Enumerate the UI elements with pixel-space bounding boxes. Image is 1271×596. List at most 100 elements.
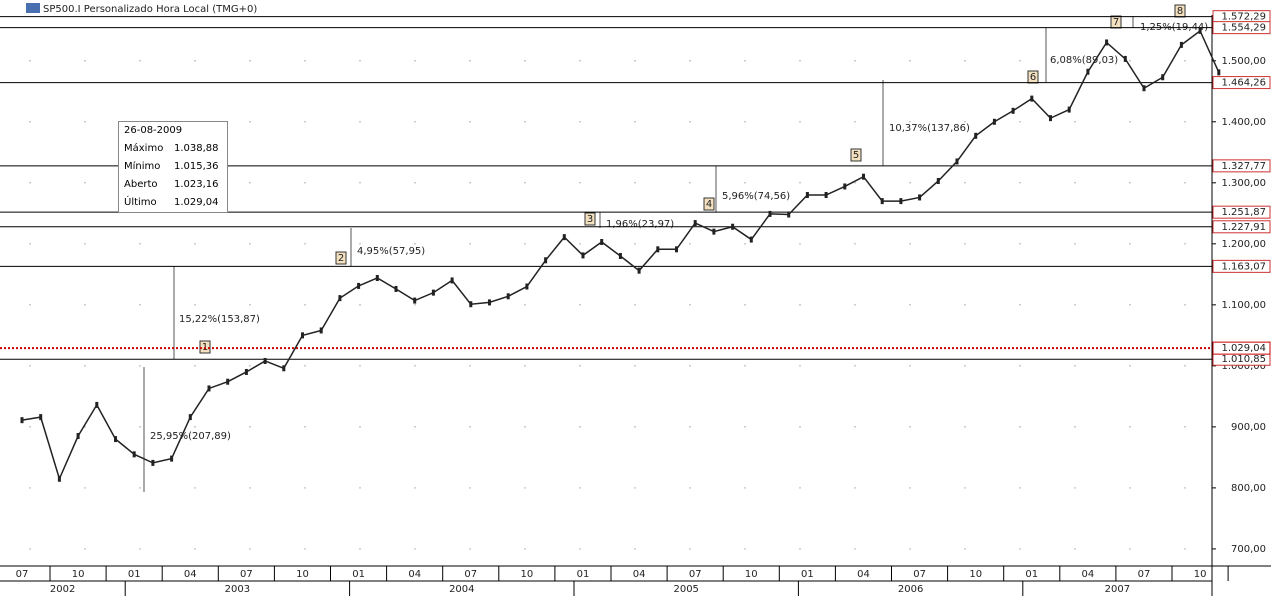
- grid-dot: [1184, 121, 1186, 123]
- chart-title[interactable]: SP500.I Personalizado Hora Local (TMG+0): [43, 4, 257, 15]
- current-label: 1.029,04: [1221, 343, 1266, 354]
- grid-dot: [1129, 487, 1131, 489]
- grid-dot: [139, 243, 141, 245]
- x-tick-label: 10: [521, 569, 534, 580]
- price-bar: [1161, 74, 1165, 81]
- grid-dot: [84, 60, 86, 62]
- price-bar: [282, 365, 286, 372]
- marker-box: [584, 212, 596, 226]
- grid-dot: [579, 365, 581, 367]
- grid-dot: [854, 365, 856, 367]
- price-bar: [263, 357, 267, 364]
- year-label: 2005: [673, 584, 698, 595]
- grid-dot: [744, 365, 746, 367]
- price-bar: [188, 414, 192, 421]
- info-cell: Mínimo: [124, 161, 161, 172]
- x-tick-label: 04: [633, 569, 646, 580]
- price-bar: [525, 283, 529, 290]
- grid-dot: [469, 243, 471, 245]
- price-bar: [712, 228, 716, 235]
- x-tick-label: 01: [128, 569, 141, 580]
- grid-dot: [414, 487, 416, 489]
- marker-label: 8: [1177, 6, 1183, 17]
- price-bar: [244, 368, 248, 375]
- price-bar: [1198, 27, 1202, 34]
- grid-dot: [579, 304, 581, 306]
- grid-dot: [359, 121, 361, 123]
- grid-dot: [744, 548, 746, 550]
- price-bar: [731, 223, 735, 230]
- x-tick-label: 07: [240, 569, 253, 580]
- grid-dot: [1184, 487, 1186, 489]
- grid-dot: [1074, 243, 1076, 245]
- price-bar: [132, 451, 136, 458]
- grid-dot: [689, 304, 691, 306]
- grid-dot: [249, 304, 251, 306]
- grid-dot: [139, 487, 141, 489]
- grid-dot: [579, 243, 581, 245]
- grid-dot: [249, 60, 251, 62]
- price-bar: [1049, 115, 1052, 122]
- grid-dot: [414, 121, 416, 123]
- price-bar: [805, 192, 809, 199]
- grid-dot: [524, 304, 526, 306]
- info-cell: Aberto: [124, 179, 158, 190]
- level-label: 1.572,29: [1221, 12, 1266, 23]
- price-bar: [656, 246, 660, 253]
- grid-dot: [964, 426, 966, 428]
- grid-dot: [909, 304, 911, 306]
- measure-arrows: [143, 16, 1134, 492]
- grid-dot: [359, 304, 361, 306]
- year-label: 2006: [898, 584, 923, 595]
- grid-dot: [29, 243, 31, 245]
- x-tick-label: 07: [913, 569, 926, 580]
- grid-dot: [909, 121, 911, 123]
- grid-dot: [139, 60, 141, 62]
- info-cell: 1.023,16: [174, 179, 219, 190]
- level-box: [1212, 259, 1271, 273]
- grid-dot: [1074, 60, 1076, 62]
- grid-dot: [1074, 426, 1076, 428]
- grid-dot: [304, 487, 306, 489]
- marker-box: [335, 251, 347, 265]
- level-label: 1.251,87: [1221, 207, 1266, 218]
- price-bar: [787, 211, 791, 218]
- grid-dot: [139, 426, 141, 428]
- grid-dot: [744, 243, 746, 245]
- grid-dot: [1129, 365, 1131, 367]
- year-label: 2004: [449, 584, 474, 595]
- x-tick-label: 01: [577, 569, 590, 580]
- grid-dot: [29, 60, 31, 62]
- info-cell: 1.015,36: [174, 161, 219, 172]
- grid-dot: [29, 182, 31, 184]
- grid-dot: [744, 121, 746, 123]
- grid-dot: [964, 487, 966, 489]
- icon: [26, 3, 40, 13]
- price-bar: [39, 414, 43, 421]
- grid-dot: [84, 365, 86, 367]
- x-tick-label: 04: [408, 569, 421, 580]
- grid-dot: [634, 121, 636, 123]
- price-bar: [675, 246, 678, 253]
- grid-dot: [1129, 426, 1131, 428]
- price-bar: [394, 285, 398, 292]
- grid-dot: [139, 304, 141, 306]
- grid-dot: [1019, 304, 1021, 306]
- price-bar: [431, 289, 435, 296]
- price-bar: [338, 295, 342, 302]
- grid-dot: [249, 426, 251, 428]
- grid-dot: [799, 548, 801, 550]
- price-bar: [936, 177, 940, 184]
- marker-box: [703, 197, 715, 211]
- price-bar: [301, 332, 304, 339]
- grid-dot: [524, 365, 526, 367]
- price-bar: [170, 455, 174, 462]
- grid-dot: [414, 548, 416, 550]
- marker-box: [850, 148, 862, 162]
- grid-dot: [854, 487, 856, 489]
- grid-dot: [744, 60, 746, 62]
- grid-dot: [689, 487, 691, 489]
- x-tick-label: 04: [857, 569, 870, 580]
- grid-dot: [84, 548, 86, 550]
- price-bar: [1030, 95, 1034, 102]
